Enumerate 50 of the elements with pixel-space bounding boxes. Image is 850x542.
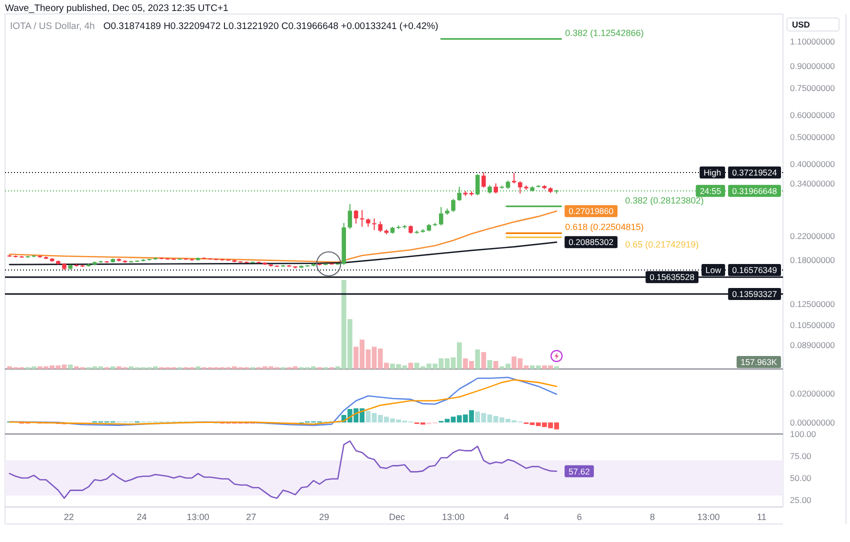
text: 0.382 (0.28123802) [625, 195, 704, 206]
y-tick-label: 75.00 [790, 450, 812, 461]
x-tick-label: 29 [319, 512, 330, 522]
series-label: 0.382 (1.12542866) [565, 28, 644, 38]
y-tick-label: 100.00 [790, 429, 816, 439]
ref-line-label: 0.16576349 [732, 265, 778, 276]
ref-line-label: 0.13593327 [732, 288, 778, 299]
x-tick-label: 4 [504, 512, 509, 522]
data-label: 57.62 [568, 466, 590, 476]
y-tick-label: 0.10500000 [790, 320, 836, 330]
x-tick-label: 6 [576, 512, 582, 522]
y-tick-label: 0.02000000 [790, 388, 836, 399]
y-tick-label: 0.22000000 [790, 230, 836, 241]
x-tick-label: 22 [64, 512, 74, 522]
y-tick-label: 0.12500000 [790, 299, 836, 310]
chart-subtitle: O0.31874189 H0.32209472 L0.31221920 C0.31966648 +0.00133241 (+0.42%) [103, 20, 438, 32]
data-label: 0.27019860 [568, 206, 614, 216]
x-tick-label: 24 [136, 512, 147, 522]
x-tick-label: 27 [246, 512, 256, 522]
x-tick-label: 8 [650, 512, 655, 522]
y-tick-label: 0.08900000 [790, 340, 836, 350]
y-tick-label: 0.50000000 [790, 132, 836, 142]
y-tick-label: 0.40000000 [790, 158, 836, 169]
y-tick-label: 0.90000000 [790, 60, 836, 71]
text: Wave_Theory published, Dec 05, 2023 12:35 UTC+1 [5, 2, 228, 14]
y-tick-label: 25.00 [790, 494, 812, 505]
ref-line-label: 0.37219524 [732, 167, 778, 178]
annotation: 157.963K [740, 357, 778, 367]
chart-title: IOTA / US Dollar, 4h [10, 20, 95, 32]
x-tick-label: Dec [389, 512, 406, 522]
x-tick-label: 13:00 [442, 512, 465, 522]
y-axis-title: USD [792, 20, 810, 30]
data-label: 0.20885302 [568, 237, 614, 248]
x-tick-label: 13:00 [186, 512, 210, 522]
text: 0.65 (0.21742919) [625, 239, 699, 250]
x-tick-label: 13:00 [697, 512, 720, 522]
y-tick-label: 0.18000000 [790, 255, 836, 266]
y-tick-label: 0.34000000 [790, 178, 836, 188]
x-tick-label: 11 [757, 512, 766, 522]
y-tick-label: 0.60000000 [790, 110, 836, 120]
ref-line-label: 0.15635528 [650, 272, 695, 282]
series-label: 0.618 (0.22504815) [565, 222, 644, 232]
y-tick-label: 50.00 [790, 472, 812, 483]
ref-line-label: 0.31966648 [732, 186, 778, 196]
y-tick-label: 1.10000000 [790, 36, 836, 47]
annotation: Low [706, 265, 722, 276]
y-tick-label: 0.75000000 [790, 82, 836, 93]
y-tick-label: 0.00000000 [790, 417, 836, 428]
annotation: 24:55 [700, 186, 722, 196]
annotation: High [704, 167, 722, 178]
